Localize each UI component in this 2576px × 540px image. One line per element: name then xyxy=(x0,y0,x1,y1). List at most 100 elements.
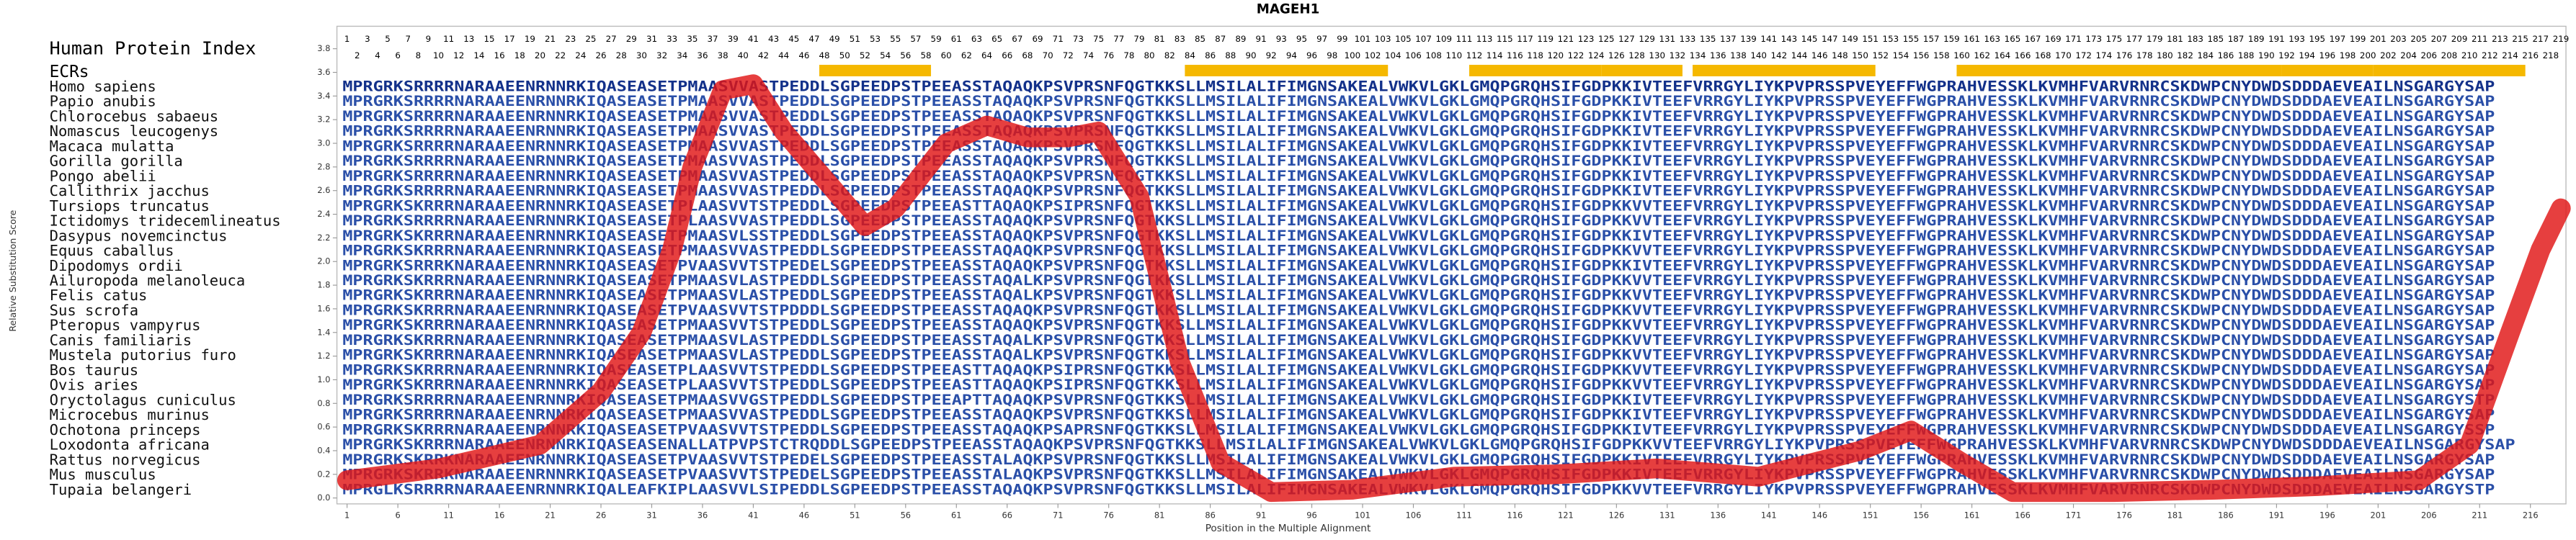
x-tick-label: 176 xyxy=(2116,510,2132,520)
protein-index: 80 xyxy=(1144,50,1155,60)
protein-index: 16 xyxy=(494,50,505,60)
protein-index: 164 xyxy=(1995,50,2011,60)
protein-index: 111 xyxy=(1456,34,1473,44)
protein-index: 206 xyxy=(2420,50,2437,60)
protein-index: 100 xyxy=(1345,50,1361,60)
protein-index: 143 xyxy=(1781,34,1798,44)
protein-index: 177 xyxy=(2126,34,2143,44)
protein-index: 120 xyxy=(1547,50,1564,60)
protein-index: 5 xyxy=(385,34,391,44)
protein-index: 204 xyxy=(2400,50,2417,60)
protein-index: 44 xyxy=(778,50,789,60)
sequence: MPRGRKSKRRRNARAAEENRNNRKIQASEASETPMAASVV… xyxy=(342,317,2495,333)
protein-index: 39 xyxy=(728,34,739,44)
x-tick-label: 56 xyxy=(901,510,911,520)
protein-index: 43 xyxy=(768,34,779,44)
protein-index: 60 xyxy=(941,50,952,60)
protein-index: 102 xyxy=(1365,50,1381,60)
protein-index: 181 xyxy=(2167,34,2183,44)
sequence: MPRGRKSRRRRNARAAEENRNNRKIQASEASETPMAASVV… xyxy=(342,108,2495,125)
protein-index: 65 xyxy=(991,34,1002,44)
x-tick-label: 136 xyxy=(1710,510,1726,520)
protein-index: 96 xyxy=(1306,50,1317,60)
x-tick-label: 211 xyxy=(2472,510,2487,520)
protein-index: 8 xyxy=(416,50,422,60)
protein-index: 166 xyxy=(2015,50,2031,60)
x-tick-label: 96 xyxy=(1306,510,1316,520)
sequence: MPRGRKSRRRRNARAAEENRNNRKIQASEASETPLAASVV… xyxy=(342,212,2495,229)
index-label: Human Protein Index xyxy=(50,37,257,58)
protein-index: 171 xyxy=(2065,34,2082,44)
protein-index: 205 xyxy=(2410,34,2427,44)
x-tick-label: 196 xyxy=(2319,510,2335,520)
protein-index: 28 xyxy=(616,50,627,60)
protein-index: 140 xyxy=(1750,50,1767,60)
y-tick-label: 3.4 xyxy=(317,91,330,101)
protein-index: 37 xyxy=(708,34,718,44)
protein-index: 128 xyxy=(1628,50,1645,60)
protein-index: 157 xyxy=(1923,34,1940,44)
y-tick-label: 2.4 xyxy=(317,209,330,219)
protein-index: 10 xyxy=(433,50,444,60)
protein-index: 144 xyxy=(1791,50,1808,60)
protein-index: 153 xyxy=(1883,34,1899,44)
y-tick-label: 3.0 xyxy=(317,138,330,148)
protein-index: 136 xyxy=(1710,50,1726,60)
species-name: Chlorocebus sabaeus xyxy=(50,107,218,125)
species-name: Nomascus leucogenys xyxy=(50,122,218,140)
protein-index: 179 xyxy=(2147,34,2163,44)
y-tick-label: 3.6 xyxy=(317,67,330,77)
protein-index: 41 xyxy=(748,34,759,44)
y-tick-label: 1.8 xyxy=(317,280,330,290)
protein-index: 58 xyxy=(920,50,931,60)
protein-index: 20 xyxy=(535,50,545,60)
protein-index: 148 xyxy=(1832,50,1848,60)
protein-index: 67 xyxy=(1012,34,1022,44)
x-tick-label: 131 xyxy=(1659,510,1675,520)
species-name: Ochotona princeps xyxy=(50,421,201,438)
species-name: Mus musculus xyxy=(50,466,156,483)
protein-index: 215 xyxy=(2512,34,2528,44)
protein-index: 15 xyxy=(483,34,494,44)
protein-index: 71 xyxy=(1053,34,1064,44)
protein-index: 91 xyxy=(1256,34,1267,44)
protein-index: 172 xyxy=(2075,50,2092,60)
protein-index: 17 xyxy=(504,34,515,44)
species-name: Pteropus vampyrus xyxy=(50,317,201,334)
protein-index: 175 xyxy=(2106,34,2123,44)
y-tick-label: 0.2 xyxy=(317,469,330,479)
protein-index: 190 xyxy=(2258,50,2275,60)
species-name: Felis catus xyxy=(50,287,148,304)
protein-index: 84 xyxy=(1185,50,1195,60)
protein-index: 130 xyxy=(1649,50,1665,60)
sequence: MPRGRKSKRRKNARAAEENRNNRKIQASEASETPVAASVV… xyxy=(342,451,2495,468)
protein-index: 1 xyxy=(344,34,350,44)
x-tick-label: 201 xyxy=(2370,510,2386,520)
sequence: MPRGRKSKRRRNARAAEENRNNRKIQASEASETPMAASVL… xyxy=(342,287,2495,304)
protein-index: 115 xyxy=(1497,34,1513,44)
protein-index: 160 xyxy=(1953,50,1970,60)
sequence: MPRGRKSRRRRNARAAEENRNNRKIQASEASETPMAASVV… xyxy=(342,183,2495,199)
protein-index: 123 xyxy=(1578,34,1595,44)
protein-index: 38 xyxy=(718,50,728,60)
protein-index: 200 xyxy=(2360,50,2376,60)
protein-index: 47 xyxy=(808,34,819,44)
protein-index: 193 xyxy=(2288,34,2305,44)
protein-index: 142 xyxy=(1771,50,1788,60)
ecr-bar xyxy=(1693,65,1876,77)
protein-index: 22 xyxy=(555,50,566,60)
protein-index: 165 xyxy=(2005,34,2021,44)
protein-index: 105 xyxy=(1395,34,1412,44)
protein-index: 156 xyxy=(1913,50,1930,60)
x-tick-label: 171 xyxy=(2066,510,2082,520)
sequence: MPRGRKSKRRRNARAAEENRNNRKIQASEASETPLAASVV… xyxy=(342,197,2495,214)
protein-index: 147 xyxy=(1822,34,1838,44)
protein-index: 117 xyxy=(1517,34,1533,44)
protein-index: 218 xyxy=(2543,50,2559,60)
x-tick-label: 126 xyxy=(1608,510,1624,520)
protein-index: 98 xyxy=(1327,50,1337,60)
x-tick-label: 111 xyxy=(1456,510,1472,520)
x-tick-label: 51 xyxy=(850,510,860,520)
score-line xyxy=(337,74,2571,503)
protein-index: 94 xyxy=(1286,50,1297,60)
